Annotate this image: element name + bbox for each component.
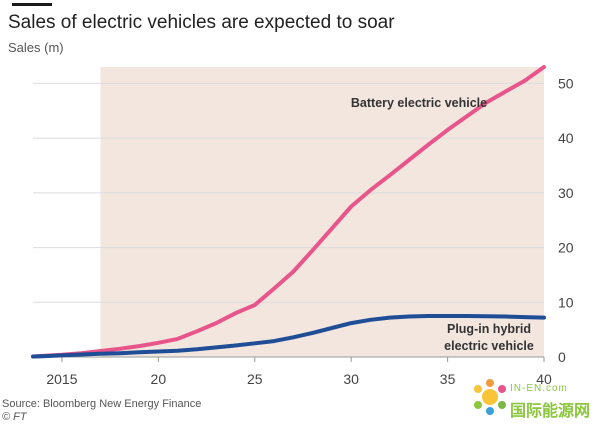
x-tick-label: 35: [440, 371, 456, 387]
series-line-0: [31, 65, 546, 359]
series-label: Battery electric vehicle: [351, 96, 487, 110]
y-tick-label: 20: [558, 240, 574, 256]
y-tick-label: 10: [558, 294, 574, 310]
y-tick-label: 50: [558, 75, 574, 91]
y-tick-label: 0: [558, 349, 566, 365]
series-label: electric vehicle: [444, 339, 534, 353]
title-rule: [12, 3, 52, 6]
x-tick-label: 40: [536, 371, 552, 387]
series-line-1: [31, 314, 546, 359]
chart: 0 10 20 30 40 50 2015 20 25 30 35 40 Battery electr…: [31, 65, 574, 387]
series-label: Plug-in hybrid: [447, 322, 531, 336]
gridlines: [33, 82, 545, 362]
tick-labels: 0 10 20 30 40 50 2015 20 25 30 35 40: [46, 75, 573, 387]
sun-flower-icon: [474, 379, 506, 415]
watermark-domain: IN-EN.com: [510, 383, 568, 394]
y-tick-label: 30: [558, 185, 574, 201]
series-lines: [31, 65, 546, 359]
y-axis-label: Sales (m): [8, 40, 64, 55]
x-tick-label: 2015: [46, 371, 77, 387]
watermark-name: 国际能源网: [510, 403, 591, 420]
x-tick-label: 25: [247, 371, 263, 387]
watermark-logo: IN-EN.com 国际能源网: [470, 375, 596, 423]
y-tick-label: 40: [558, 130, 574, 146]
x-tick-label: 30: [343, 371, 359, 387]
copyright-note: © FT: [2, 411, 27, 423]
source-note: Source: Bloomberg New Energy Finance: [2, 398, 202, 410]
series-annotations: Battery electric vehicle Plug-in hybrid el…: [351, 96, 534, 353]
x-tick-label: 20: [151, 371, 167, 387]
chart-title: Sales of electric vehicles are expected …: [8, 12, 395, 33]
